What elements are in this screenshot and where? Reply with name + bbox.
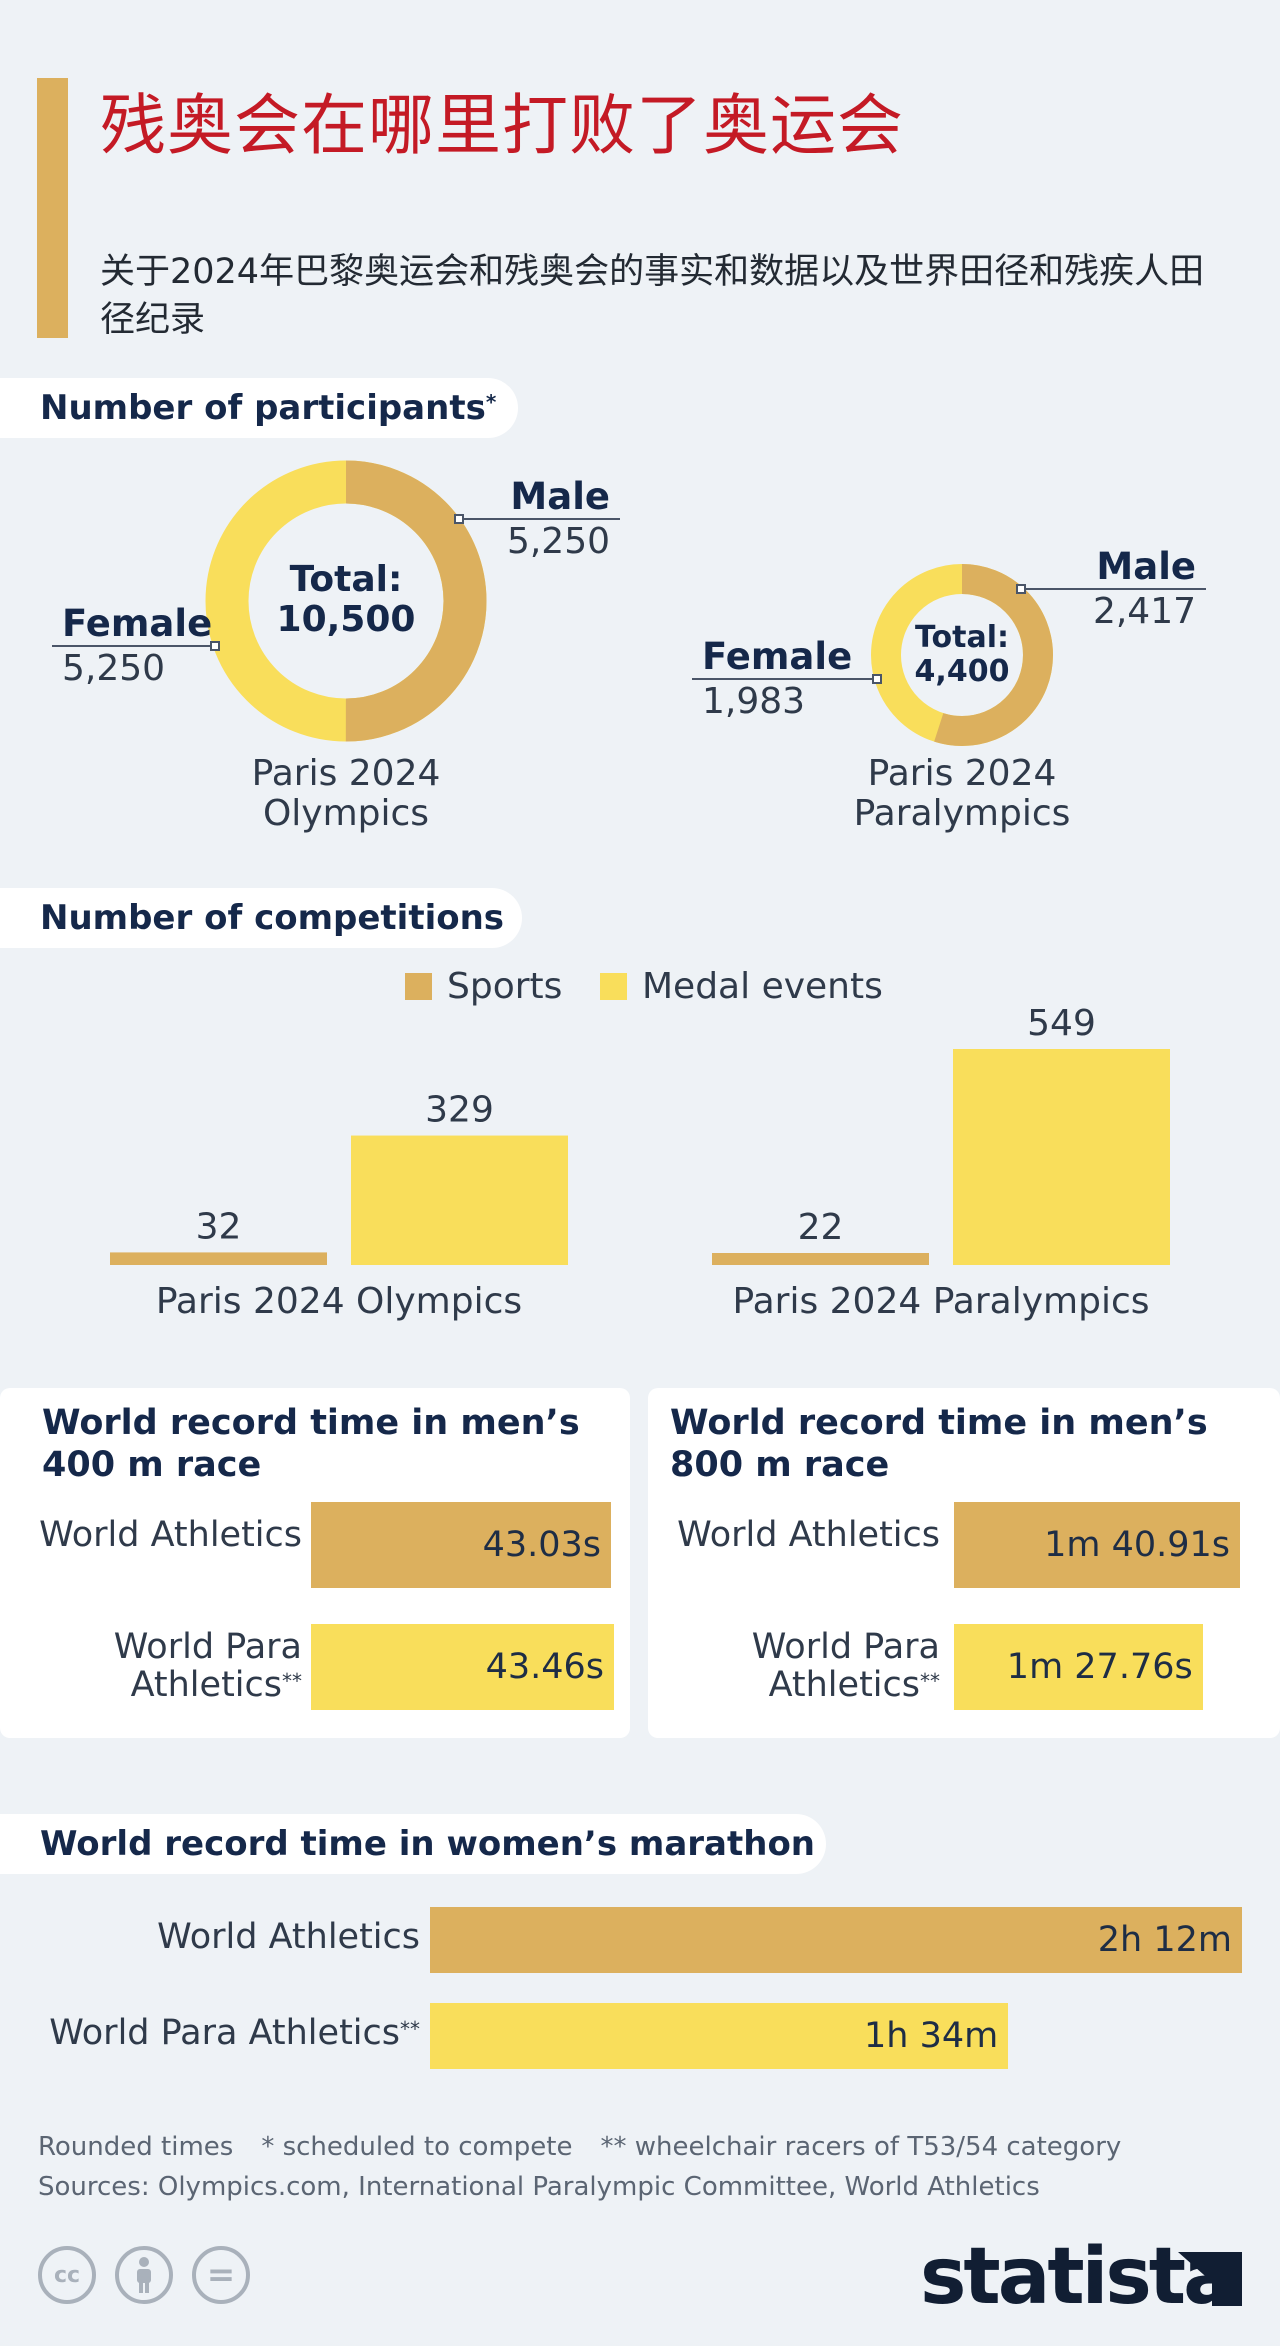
400m-label-para-athletics: World Para Athletics** [20,1628,302,1704]
cc-icon-text: cc [53,2262,81,2288]
800m-value-world-athletics: 1m 40.91s [1044,1525,1230,1565]
participants-title-text: Number of participants [40,388,486,428]
marathon-bar-world-athletics: 2h 12m [430,1907,1242,1973]
footnote-scheduled: * scheduled to compete [261,2132,573,2162]
bar-0-0 [110,1252,327,1265]
marathon-value-para-athletics: 1h 34m [864,2016,999,2056]
800m-label-world-athletics: World Athletics [677,1515,940,1555]
card-800m-title: World record time in men’s 800 m race [670,1403,1208,1485]
participants-section-title: Number of participants* [0,378,518,438]
400m-label-para-text: World Para Athletics [113,1627,302,1705]
card-400m: World record time in men’s 400 m race Wo… [0,1388,630,1738]
800m-value-para-athletics: 1m 27.76s [1006,1647,1193,1687]
400m-bar-world-athletics: 43.03s [311,1502,611,1588]
sources-text: Sources: Olympics.com, International Par… [38,2172,1040,2202]
donut-slice-male [205,460,487,742]
legend-label-0: Sports [447,966,562,1007]
donut-total-label: Total: [915,620,1009,655]
marathon-label-world-athletics: World Athletics [157,1917,420,1957]
logo-mark-shape [1178,2252,1242,2306]
bar-label-0-0: 32 [196,1206,242,1247]
marathon-section-title: World record time in women’s marathon [0,1814,826,1874]
marathon-label-para-text: World Para Athletics [49,2013,400,2053]
bar-0-1 [351,1135,568,1265]
marathon-label-para-athletics: World Para Athletics** [20,2014,420,2052]
male-label: Male [1096,545,1196,588]
male-value: 2,417 [1093,591,1196,632]
legend-swatch-1 [600,973,627,1000]
participants-footnote-mark: * [485,390,497,414]
bar-label-1-0: 22 [798,1207,844,1248]
marathon-value-world-athletics: 2h 12m [1097,1920,1232,1960]
page-title: 残奥会在哪里打败了奥运会 [100,87,904,164]
donut-name-line: Paralympics [854,793,1071,834]
equals-icon: = [192,2246,250,2304]
footnote-wheelchair: ** wheelchair racers of T53/54 category [600,2132,1122,2162]
marathon-bar-para-athletics: 1h 34m [430,2003,1009,2069]
category-label-0: Paris 2024 Olympics [156,1281,522,1322]
person-glyph [137,2257,151,2293]
400m-label-para-mark: ** [282,1669,302,1693]
donut-total-value: 4,400 [915,654,1010,689]
female-value: 5,250 [62,648,165,689]
card-800m: World record time in men’s 800 m race Wo… [648,1388,1280,1738]
person-icon [115,2246,173,2304]
400m-label-world-athletics: World Athletics [39,1515,302,1555]
donut-total-label: Total: [290,559,403,600]
male-leader-dot [1016,584,1026,594]
category-label-1: Paris 2024 Paralympics [732,1281,1149,1322]
female-label: Female [62,602,212,645]
legend-label-1: Medal events [642,966,883,1007]
bar-label-1-1: 549 [1027,1003,1096,1044]
footnotes: Rounded times * scheduled to compete ** wh… [38,2132,1121,2162]
title-accent-bar [37,78,68,338]
800m-bar-world-athletics: 1m 40.91s [954,1502,1240,1588]
statista-logo: statista [920,2232,1236,2322]
800m-bar-para-athletics: 1m 27.76s [954,1624,1203,1710]
800m-label-para-athletics: World Para Athletics** [648,1628,940,1704]
card-400m-title: World record time in men’s 400 m race [42,1403,580,1485]
female-label: Female [702,635,852,678]
footnote-rounded: Rounded times [38,2132,234,2162]
400m-bar-para-athletics: 43.46s [311,1624,614,1710]
equals-icon-text: = [206,2255,236,2295]
page-subtitle: 关于2024年巴黎奥运会和残奥会的事实和数据以及世界田径和残疾人田径纪录 [100,252,1205,340]
bar-1-0 [712,1253,929,1265]
bar-1-1 [953,1049,1170,1265]
cc-icon: cc [38,2246,96,2304]
800m-label-para-mark: ** [920,1669,940,1693]
female-leader-dot [210,641,220,651]
male-leader-dot [454,514,464,524]
female-value: 1,983 [702,681,805,722]
male-label: Male [510,475,610,518]
donut-name-line: Paris 2024 [252,753,441,794]
donut-name-line: Olympics [263,793,429,834]
donut-name-line: Paris 2024 [868,753,1057,794]
competitions-section-title: Number of competitions [0,888,522,948]
donut-total-value: 10,500 [277,599,416,640]
400m-value-world-athletics: 43.03s [482,1525,601,1565]
legend-swatch-0 [405,973,432,1000]
bar-label-0-1: 329 [425,1090,494,1131]
male-value: 5,250 [507,521,610,562]
800m-label-para-text: World Para Athletics [751,1627,940,1705]
400m-value-para-athletics: 43.46s [485,1647,604,1687]
marathon-label-para-mark: ** [400,2017,420,2041]
donut-slice-male [871,564,1053,746]
female-leader-dot [872,674,882,684]
